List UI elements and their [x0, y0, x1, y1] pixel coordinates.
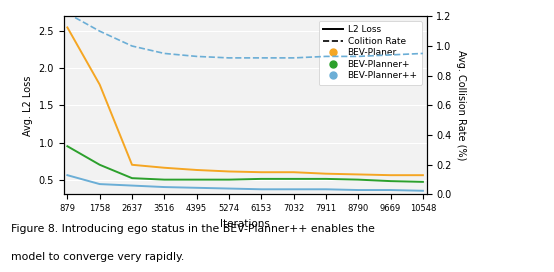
- X-axis label: Iterations: Iterations: [220, 219, 270, 229]
- Y-axis label: Avg. Collision Rate (%): Avg. Collision Rate (%): [455, 50, 465, 160]
- Y-axis label: Avg. L2 Loss: Avg. L2 Loss: [23, 75, 33, 135]
- Legend: L2 Loss, Colition Rate, BEV-Planer, BEV-Planner+, BEV-Planner++: L2 Loss, Colition Rate, BEV-Planer, BEV-…: [319, 21, 422, 85]
- Text: model to converge very rapidly.: model to converge very rapidly.: [11, 252, 184, 262]
- Text: Figure 8. Introducing ego status in the BEV-Planner++ enables the: Figure 8. Introducing ego status in the …: [11, 224, 375, 234]
